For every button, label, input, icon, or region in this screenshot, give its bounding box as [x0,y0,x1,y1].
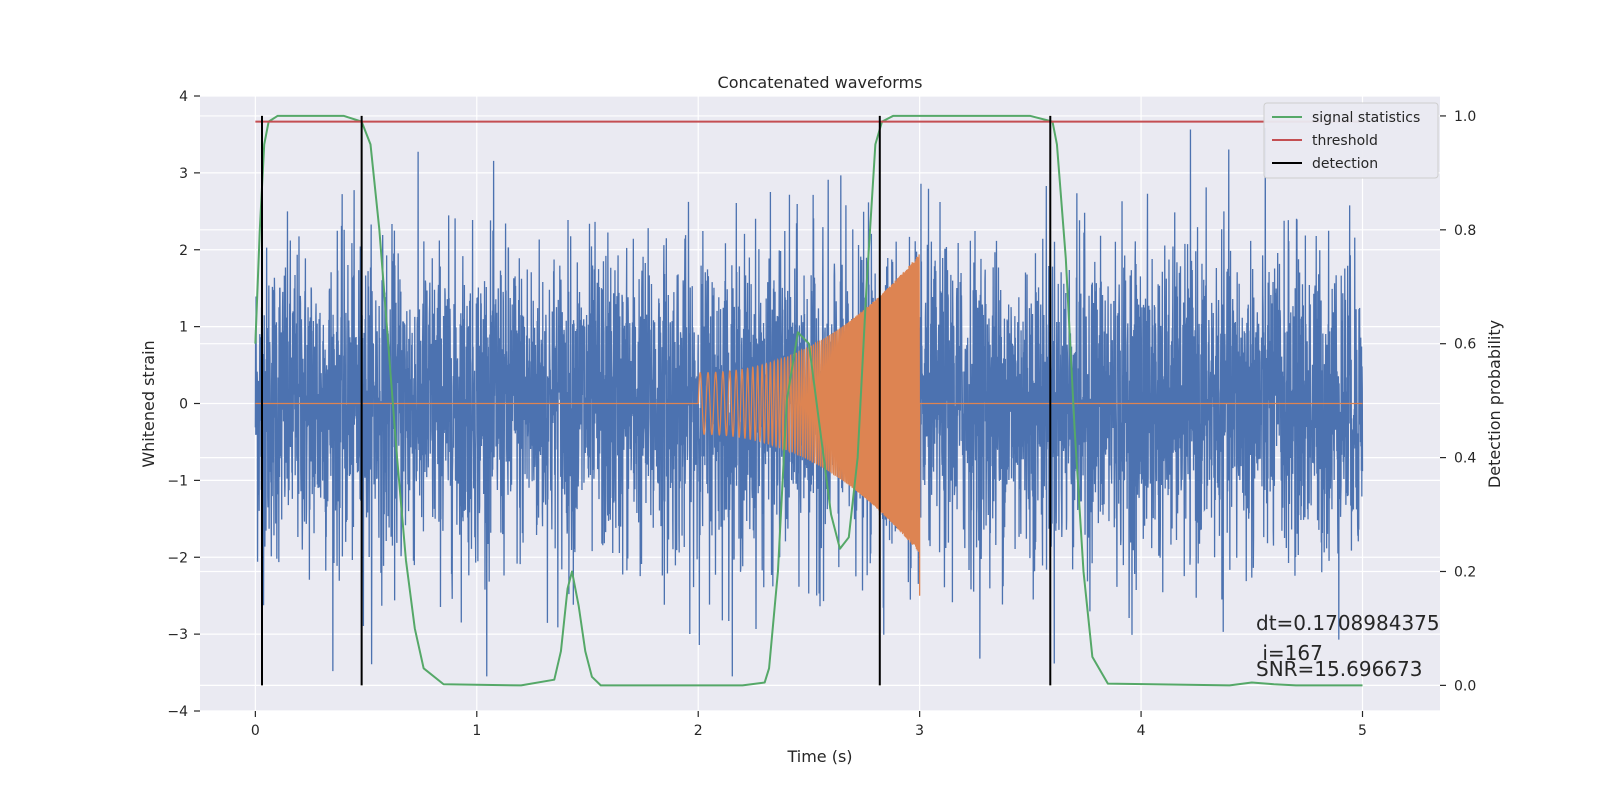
x-axis-label: Time (s) [786,747,852,766]
signal-statistics-line [254,114,1363,687]
y-axis-label: Whitened strain [139,340,158,467]
y2-tick-label-3: 0.6 [1454,337,1476,353]
y-tick-label-0: −4 [167,704,188,720]
y-tick-label-1: −3 [167,627,188,643]
x-tick-label-3: 3 [915,723,924,739]
legend-box [1263,102,1439,179]
y-tick-label-5: 1 [179,320,188,336]
y2-tick-label-5: 1.0 [1454,109,1476,125]
x-tick-label-5: 5 [1358,723,1367,739]
y2-axis-label: Detection probability [1485,320,1504,488]
y-tick-label-2: −2 [167,550,188,566]
y-tick-label-3: −1 [167,473,188,489]
y2-tick-label-0: 0.0 [1454,678,1476,694]
annotation-dt: dt=0.1708984375 [1256,611,1440,635]
x-tick-label-1: 1 [472,723,481,739]
x-tick-label-2: 2 [694,723,703,739]
y-axis-right: 0.0 0.2 0.4 0.6 0.8 1.0 [1440,109,1476,694]
legend-label-threshold: threshold [1312,133,1378,149]
legend-label-signal-statistics: signal statistics [1312,110,1420,126]
annotation-snr: SNR=15.696673 [1256,657,1422,681]
y-tick-label-6: 2 [179,243,188,259]
signal-statistics-series [254,114,1363,687]
legend: signal statistics threshold detection [1263,102,1439,179]
y-tick-label-7: 3 [179,166,188,182]
y-tick-label-8: 4 [179,89,188,105]
chart-title: Concatenated waveforms [718,73,923,92]
y2-tick-label-4: 0.8 [1454,223,1476,239]
annotation-index: i=167 [1256,641,1323,665]
legend-label-detection: detection [1312,156,1378,172]
x-axis: 0 1 2 3 4 5 [251,711,1367,739]
x-tick-label-0: 0 [251,723,260,739]
y-tick-label-4: 0 [179,397,188,413]
x-tick-label-4: 4 [1137,723,1146,739]
y2-tick-label-2: 0.4 [1454,451,1476,467]
y-axis-left: −4 −3 −2 −1 0 1 2 3 4 [167,89,200,720]
y2-tick-label-1: 0.2 [1454,564,1476,580]
detection-series [261,115,1052,686]
